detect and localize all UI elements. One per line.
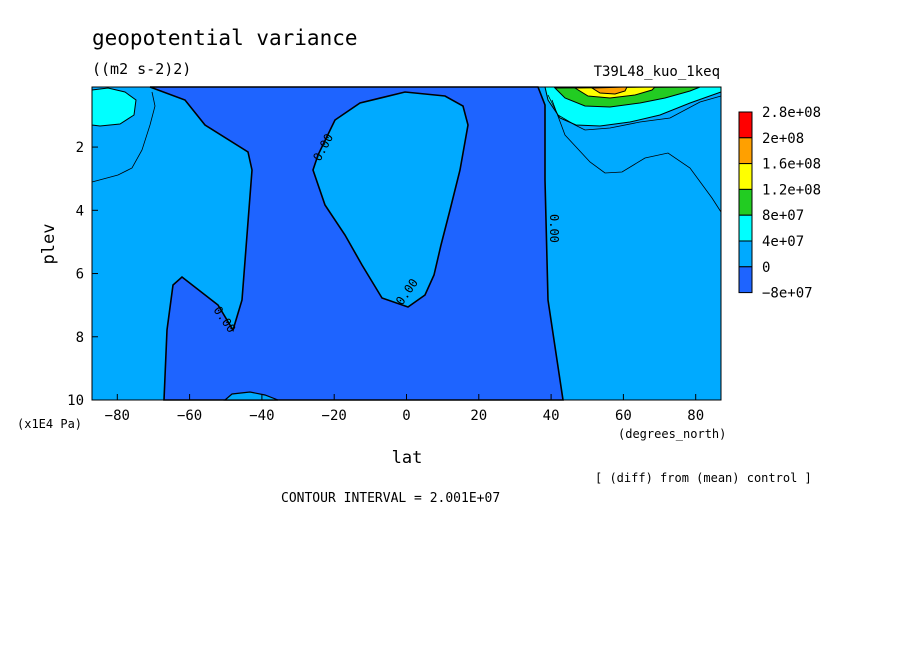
x-tick-label-8: 80 xyxy=(687,408,704,424)
x-tick-label-0: −80 xyxy=(105,408,130,424)
x-axis: −80 −60 −40 −20 0 20 40 60 80 xyxy=(105,394,704,424)
x-tick-label-7: 60 xyxy=(615,408,632,424)
legend-label-5: 4e+07 xyxy=(762,234,804,250)
center-positive-region xyxy=(312,91,469,308)
legend-swatch-6 xyxy=(738,266,753,294)
diff-note: [ (diff) from (mean) control ] xyxy=(595,471,812,485)
legend-label-1: 2e+08 xyxy=(762,131,804,147)
contour-line-right-1 xyxy=(551,99,722,213)
legend-label-0: 2.8e+08 xyxy=(762,105,821,121)
chart-title: geopotential variance xyxy=(92,26,358,50)
contour-line-left xyxy=(91,91,156,183)
x-tick-label-2: −40 xyxy=(249,408,274,424)
y-axis: 2 4 6 8 10 xyxy=(67,140,98,409)
run-label: T39L48_kuo_1keq xyxy=(594,64,720,80)
x-tick-label-3: −20 xyxy=(322,408,347,424)
y-axis-units: (x1E4 Pa) xyxy=(17,417,82,431)
y-tick-label-0: 2 xyxy=(76,140,84,156)
plot-area: 0.00 0.00 0.00 0.00 xyxy=(91,86,722,401)
legend-swatch-1 xyxy=(738,137,753,165)
legend-label-3: 1.2e+08 xyxy=(762,182,821,198)
y-axis-label: plev xyxy=(39,224,59,265)
y-tick-label-3: 8 xyxy=(76,330,84,346)
x-axis-units: (degrees_north) xyxy=(618,427,726,441)
x-tick-label-1: −60 xyxy=(177,408,202,424)
y-tick-label-2: 6 xyxy=(76,267,84,283)
x-tick-label-5: 20 xyxy=(470,408,487,424)
y-tick-label-1: 4 xyxy=(76,203,84,219)
legend-label-4: 8e+07 xyxy=(762,208,804,224)
legend: 2.8e+08 2e+08 1.6e+08 1.2e+08 8e+07 4e+07 0 −8e… xyxy=(738,105,821,302)
chart-units: ((m2 s-2)2) xyxy=(92,60,191,78)
y-tick-label-4: 10 xyxy=(67,393,84,409)
x-tick-label-6: 40 xyxy=(543,408,560,424)
contour-line-right-2 xyxy=(547,94,722,131)
top-left-cyan-patch xyxy=(91,87,137,127)
legend-label-6: 0 xyxy=(762,260,770,276)
legend-swatch-3 xyxy=(738,188,753,216)
legend-swatch-5 xyxy=(738,240,753,268)
x-tick-label-4: 0 xyxy=(402,408,410,424)
legend-swatch-4 xyxy=(738,214,753,242)
legend-swatch-2 xyxy=(738,163,753,190)
legend-label-7: −8e+07 xyxy=(762,286,813,302)
legend-swatch-0 xyxy=(738,111,753,139)
contour-label-4: 0.00 xyxy=(547,214,561,243)
legend-label-2: 1.6e+08 xyxy=(762,157,821,173)
x-axis-label: lat xyxy=(392,448,423,468)
contour-interval: CONTOUR INTERVAL = 2.001E+07 xyxy=(281,491,500,506)
